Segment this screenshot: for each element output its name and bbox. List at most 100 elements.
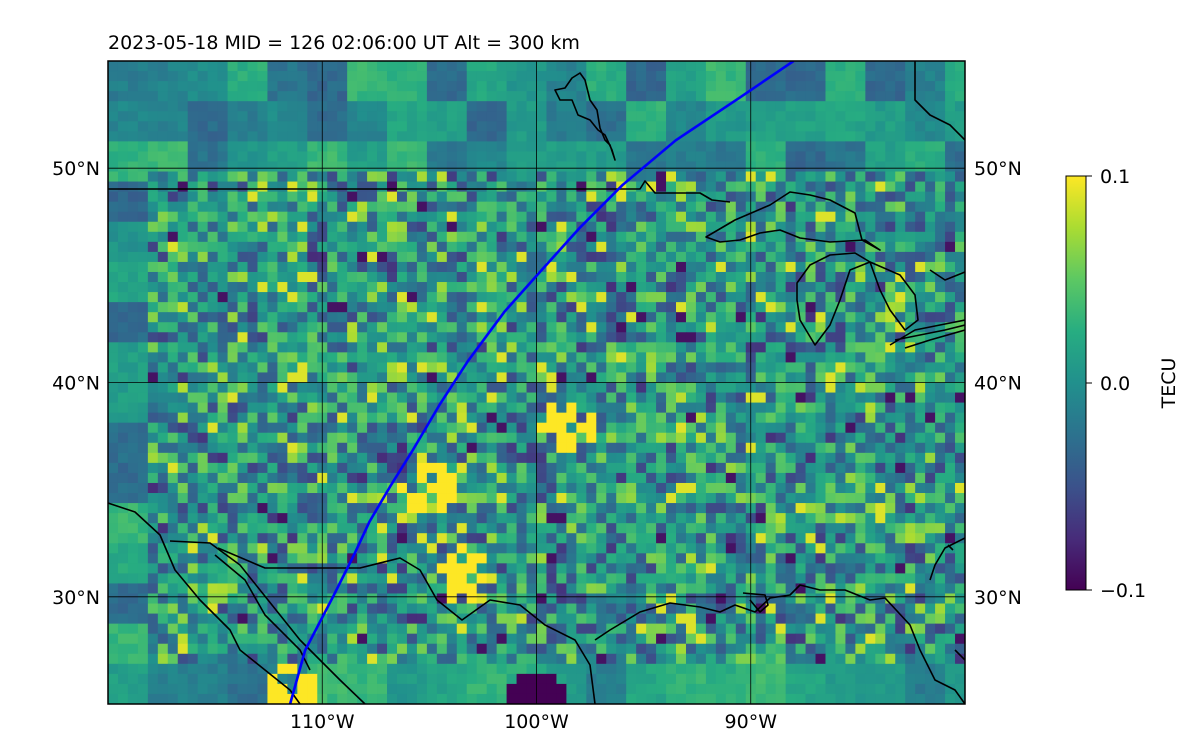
heatmap-cell (516, 493, 527, 504)
heatmap-cell (426, 71, 438, 82)
heatmap-cell (546, 271, 557, 283)
heatmap-cell (666, 251, 677, 263)
heatmap-cell (616, 482, 627, 494)
heatmap-cell (865, 302, 876, 313)
heatmap-cell (815, 462, 826, 474)
heatmap-cell (496, 523, 508, 534)
heatmap-cell (377, 452, 388, 464)
heatmap-cell (406, 633, 418, 645)
heatmap-cell (875, 523, 886, 534)
heatmap-cell (197, 282, 209, 293)
heatmap-cell (357, 322, 368, 333)
heatmap-cell (556, 573, 567, 584)
heatmap-cell (576, 81, 587, 92)
heatmap-cell (247, 121, 258, 132)
heatmap-cell (915, 482, 926, 494)
heatmap-cell (576, 271, 587, 283)
heatmap-cell (526, 482, 537, 494)
heatmap-cell (676, 523, 687, 534)
heatmap-cell (606, 583, 617, 594)
heatmap-cell (626, 352, 637, 363)
heatmap-cell (576, 91, 587, 102)
heatmap-cell (367, 141, 378, 152)
heatmap-cell (646, 352, 657, 363)
heatmap-cell (895, 372, 906, 383)
heatmap-cell (865, 332, 876, 343)
heatmap-cell (775, 623, 787, 635)
heatmap-cell (695, 342, 707, 353)
heatmap-cell (108, 352, 119, 363)
heatmap-cell (915, 362, 926, 373)
heatmap-cell (207, 131, 219, 142)
heatmap-cell (387, 241, 398, 253)
heatmap-cell (875, 171, 886, 182)
heatmap-cell (596, 271, 607, 283)
heatmap-cell (536, 111, 547, 122)
heatmap-cell (217, 482, 228, 494)
heatmap-cell (137, 111, 149, 122)
heatmap-cell (646, 382, 657, 393)
heatmap-cell (426, 623, 438, 635)
heatmap-cell (297, 292, 308, 303)
heatmap-cell (556, 493, 567, 504)
heatmap-cell (277, 121, 288, 132)
heatmap-cell (775, 422, 787, 434)
heatmap-cell (755, 382, 767, 393)
heatmap-cell (715, 261, 727, 273)
heatmap-cell (426, 352, 438, 363)
heatmap-cell (426, 462, 438, 474)
heatmap-cell (825, 91, 836, 102)
heatmap-cell (895, 503, 906, 514)
heatmap-cell (247, 593, 258, 604)
heatmap-cell (865, 533, 876, 544)
heatmap-cell (735, 402, 747, 414)
heatmap-cell (546, 503, 557, 514)
heatmap-cell (945, 81, 956, 92)
heatmap-cell (666, 322, 677, 333)
heatmap-cell (496, 171, 508, 182)
heatmap-cell (147, 482, 159, 494)
heatmap-cell (855, 503, 866, 514)
heatmap-cell (277, 543, 288, 554)
heatmap-cell (456, 603, 468, 614)
heatmap-cell (715, 472, 727, 484)
heatmap-cell (387, 81, 398, 92)
heatmap-cell (676, 613, 687, 625)
heatmap-cell (446, 362, 458, 373)
heatmap-cell (566, 131, 577, 142)
heatmap-cell (775, 302, 787, 313)
heatmap-cell (506, 533, 517, 544)
heatmap-cell (666, 392, 677, 403)
heatmap-cell (586, 613, 597, 625)
heatmap-cell (377, 91, 388, 102)
heatmap-cell (367, 161, 378, 172)
heatmap-cell (287, 392, 298, 403)
heatmap-cell (496, 61, 508, 72)
heatmap-cell (755, 603, 767, 614)
heatmap-cell (556, 362, 567, 373)
heatmap-cell (845, 141, 856, 152)
heatmap-cell (915, 573, 926, 584)
heatmap-cell (177, 241, 189, 253)
heatmap-cell (137, 251, 149, 263)
heatmap-cell (785, 271, 796, 283)
heatmap-cell (476, 101, 488, 112)
heatmap-cell (157, 583, 169, 594)
heatmap-cell (367, 191, 378, 203)
heatmap-cell (865, 261, 876, 273)
heatmap-cell (556, 302, 567, 313)
heatmap-cell (257, 543, 268, 554)
heatmap-cell (845, 593, 856, 604)
heatmap-cell (267, 513, 278, 524)
heatmap-cell (875, 352, 886, 363)
heatmap-cell (506, 372, 517, 383)
heatmap-cell (387, 432, 398, 444)
heatmap-cell (546, 523, 557, 534)
heatmap-cell (676, 231, 687, 243)
heatmap-cell (616, 81, 627, 92)
heatmap-cell (197, 101, 209, 112)
heatmap-cell (775, 633, 787, 645)
heatmap-cell (825, 573, 836, 584)
heatmap-cell (147, 312, 159, 323)
heatmap-cell (257, 251, 268, 263)
